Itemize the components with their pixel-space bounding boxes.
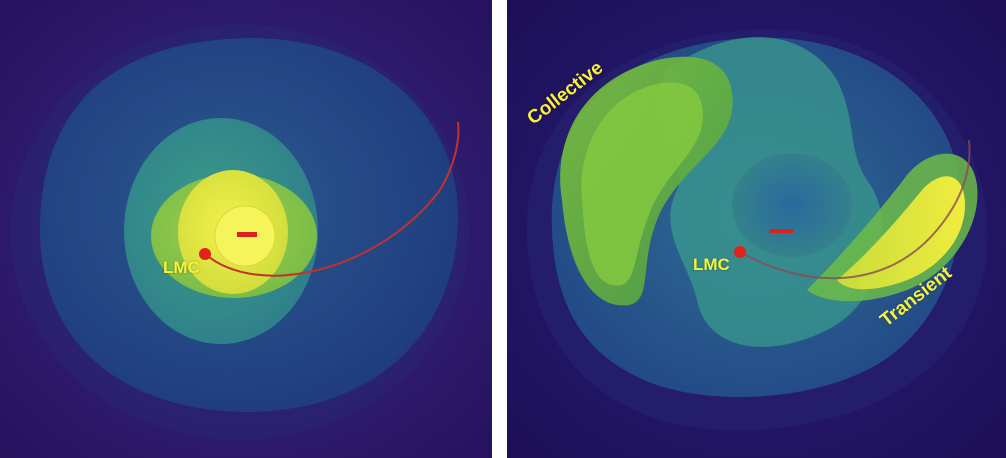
central-cavity bbox=[732, 153, 852, 257]
halo-density-render-right bbox=[507, 0, 1006, 458]
halo-density-panel-right: Collective LMC Transient bbox=[507, 0, 1006, 458]
lmc-label: LMC bbox=[693, 255, 730, 274]
halo-density-render-left bbox=[0, 0, 492, 458]
galaxy-disk-marker bbox=[237, 232, 257, 237]
lmc-orbit-path bbox=[204, 121, 460, 277]
galaxy-disk-marker bbox=[769, 229, 793, 233]
collective-core bbox=[581, 82, 703, 286]
lmc-label: LMC bbox=[163, 258, 200, 277]
lmc-marker bbox=[199, 248, 211, 260]
halo-density-panel-left: LMC bbox=[0, 0, 492, 458]
lmc-marker bbox=[734, 246, 746, 258]
transient-wake bbox=[837, 176, 965, 290]
lmc-orbit-path bbox=[739, 139, 971, 280]
